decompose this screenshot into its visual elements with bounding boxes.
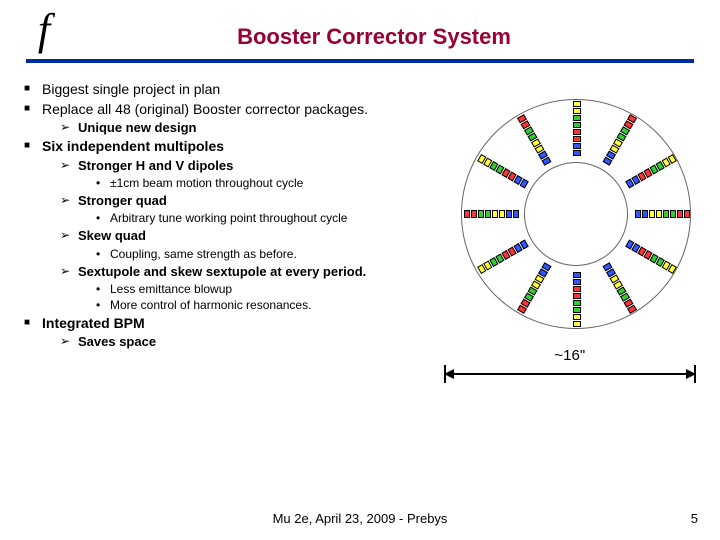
sub-bullet: Saves space <box>60 334 442 350</box>
sub-sub-bullet: Less emittance blowup <box>96 282 442 297</box>
sub-sub-bullet: More control of harmonic resonances. <box>96 298 442 313</box>
bullet-item: Six independent multipolesStronger H and… <box>24 138 442 313</box>
sub-bullet: Unique new design <box>60 120 442 136</box>
sub-sub-bullet: ±1cm beam motion throughout cycle <box>96 176 442 191</box>
corrector-diagram <box>451 89 701 339</box>
scale-bar: ~16" <box>444 361 696 387</box>
sub-sub-bullet: Arbitrary tune working point throughout … <box>96 211 442 226</box>
scale-label: ~16" <box>444 347 696 364</box>
sub-sub-bullet: Coupling, same strength as before. <box>96 247 442 262</box>
bullet-content: Biggest single project in plan Replace al… <box>24 81 442 353</box>
bullet-item: Integrated BPMSaves space <box>24 315 442 351</box>
sub-bullet: Sextupole and skew sextupole at every pe… <box>60 264 442 313</box>
footer-text: Mu 2e, April 23, 2009 - Prebys <box>0 511 720 526</box>
sub-bullet: Skew quadCoupling, same strength as befo… <box>60 228 442 261</box>
bullet-item: Biggest single project in plan <box>24 81 442 99</box>
bullet-item: Replace all 48 (original) Booster correc… <box>24 101 442 137</box>
sub-bullet: Stronger H and V dipoles±1cm beam motion… <box>60 158 442 191</box>
slide-title: Booster Corrector System <box>88 24 720 50</box>
page-number: 5 <box>691 511 698 526</box>
logo: f <box>0 4 88 55</box>
sub-bullet: Stronger quadArbitrary tune working poin… <box>60 193 442 226</box>
